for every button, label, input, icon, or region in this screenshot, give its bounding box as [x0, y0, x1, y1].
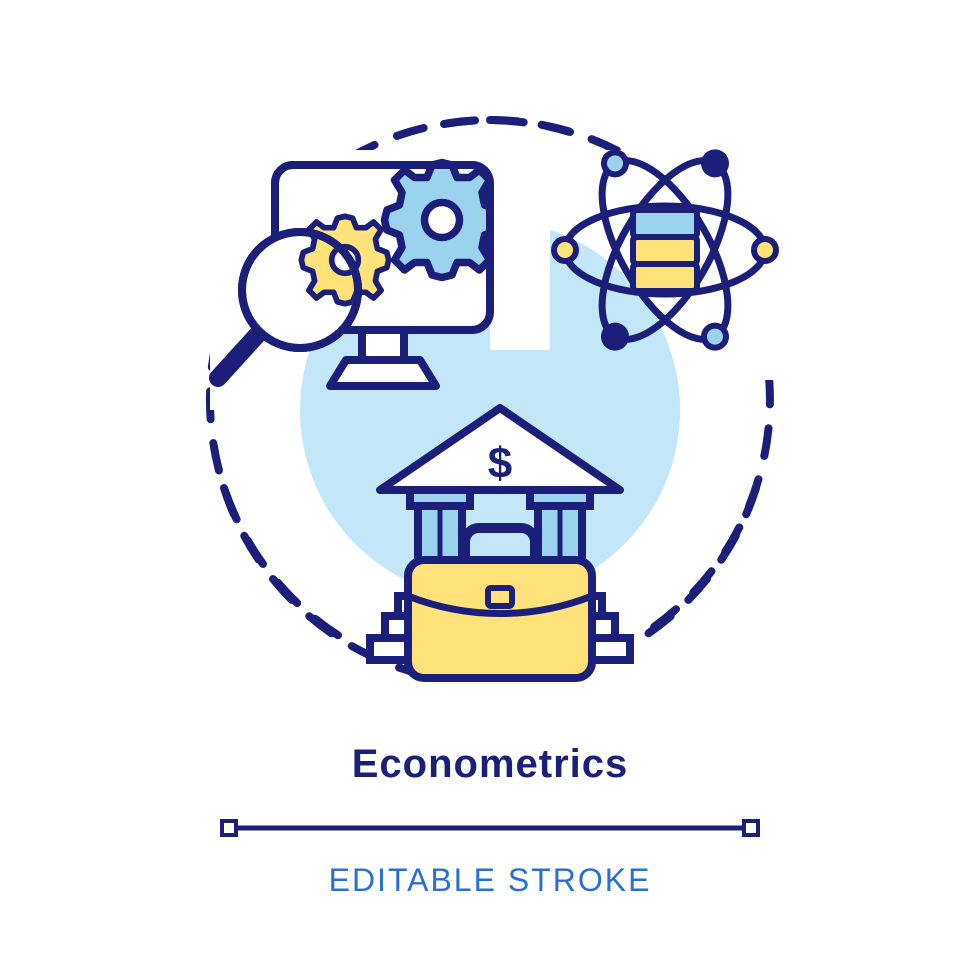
- title-text: Econometrics: [0, 742, 980, 787]
- divider-line: [220, 818, 760, 838]
- econometrics-concept-icon: $ Econometrics EDITABLE STROKE: [0, 0, 980, 980]
- illustration-svg: $: [180, 90, 800, 710]
- subtitle-text: EDITABLE STROKE: [0, 862, 980, 899]
- dollar-sign: $: [488, 439, 512, 488]
- gear-large-icon: [385, 163, 500, 278]
- illustration-frame: $: [180, 90, 800, 710]
- server-icon: [633, 210, 697, 291]
